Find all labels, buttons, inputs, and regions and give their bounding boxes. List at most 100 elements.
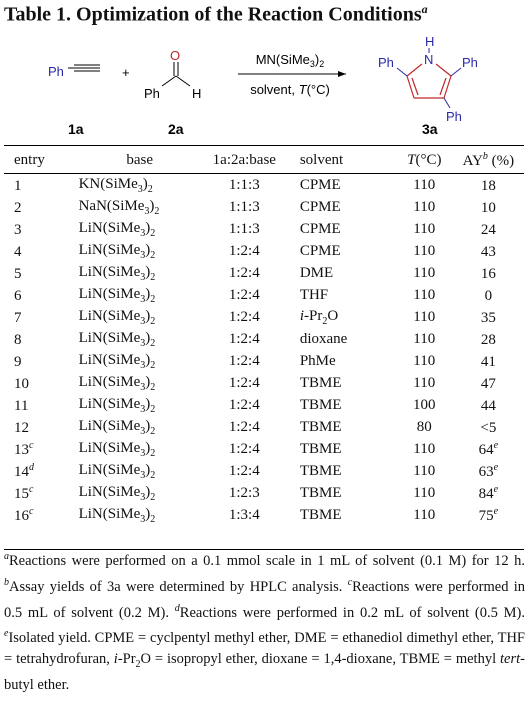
table-top-rule (4, 145, 524, 146)
cell-entry: 12 (14, 419, 29, 436)
header-solvent: solvent (299, 151, 344, 168)
optimization-table: entry base 1a:2a:base solvent T(°C) AYb … (4, 146, 524, 526)
cell-assay-yield: 18 (480, 177, 496, 194)
cell-solvent: TBME (299, 418, 342, 435)
table-row: 15c LiN(SiMe3)2 1:2:3 TBME 110 84e (4, 482, 524, 504)
compound-label-2a: 2a (168, 121, 184, 137)
cell-solvent: DME (299, 264, 334, 281)
product-3a: H N Ph Ph Ph 3a (378, 34, 478, 137)
cell-assay-yield: 41 (480, 353, 496, 370)
cell-entry: 11 (14, 397, 29, 414)
reactant-1a: Ph 1a (48, 64, 100, 137)
table-row: 5 LiN(SiMe3)2 1:2:4 DME 110 16 (4, 262, 524, 284)
cell-solvent: i-Pr2O (299, 307, 339, 327)
reactant-2a: O Ph H 2a (144, 48, 201, 137)
cell-entry: 15c (14, 483, 34, 502)
cell-base: LiN(SiMe3)2 (78, 307, 156, 327)
cell-ratio: 1:2:4 (228, 330, 260, 347)
cell-solvent: CPME (299, 242, 341, 259)
cell-entry: 2 (14, 199, 22, 216)
cell-temperature: 110 (413, 330, 436, 347)
cell-base: KN(SiMe3)2 (78, 175, 153, 195)
cell-ratio: 1:2:4 (228, 396, 260, 413)
header-row: entry base 1a:2a:base solvent T(°C) AYb … (4, 146, 524, 174)
cell-solvent: TBME (299, 374, 342, 391)
cell-solvent: dioxane (299, 330, 348, 347)
cell-temperature: 110 (413, 264, 436, 281)
phenyl-label: Ph (462, 55, 478, 70)
table-row: 6 LiN(SiMe3)2 1:2:4 THF 110 0 (4, 284, 524, 306)
header-ratio: 1a:2a:base (212, 151, 276, 168)
cell-solvent: TBME (299, 506, 342, 523)
cell-entry: 7 (14, 309, 22, 326)
cell-entry: 5 (14, 265, 22, 282)
cell-base: LiN(SiMe3)2 (78, 483, 156, 503)
cell-assay-yield: 28 (480, 331, 496, 348)
cell-ratio: 1:2:4 (228, 374, 260, 391)
cell-base: LiN(SiMe3)2 (78, 373, 156, 393)
cell-base: LiN(SiMe3)2 (78, 439, 156, 459)
cell-solvent: TBME (299, 462, 342, 479)
cell-assay-yield: 16 (480, 265, 496, 282)
cell-assay-yield: 84e (478, 483, 499, 502)
reagent-label: MN(SiMe3)2 (256, 52, 325, 69)
table-row: 4 LiN(SiMe3)2 1:2:4 CPME 110 43 (4, 240, 524, 262)
header-base: base (126, 151, 154, 168)
cell-assay-yield: 63e (478, 461, 499, 480)
cell-temperature: 110 (413, 308, 436, 325)
cell-entry: 9 (14, 353, 22, 370)
cell-temperature: 110 (413, 352, 436, 369)
cell-base: LiN(SiMe3)2 (78, 285, 156, 305)
oxygen-label: O (170, 48, 180, 63)
cell-entry: 13c (14, 439, 34, 458)
cell-ratio: 1:2:4 (228, 242, 260, 259)
plus-sign: + (122, 65, 130, 80)
cell-temperature: 110 (413, 374, 436, 391)
table-row: 11 LiN(SiMe3)2 1:2:4 TBME 100 44 (4, 394, 524, 416)
nitrogen-label: N (424, 52, 433, 67)
cell-base: LiN(SiMe3)2 (78, 263, 156, 283)
cell-entry: 1 (14, 177, 22, 194)
phenyl-label: Ph (446, 109, 462, 124)
cell-entry: 8 (14, 331, 22, 348)
phenyl-label: Ph (48, 64, 64, 79)
cell-temperature: 110 (413, 242, 436, 259)
header-entry: entry (14, 151, 45, 168)
cell-ratio: 1:2:4 (228, 462, 260, 479)
cell-entry: 10 (14, 375, 29, 392)
cell-entry: 16c (14, 505, 34, 524)
table-row: 3 LiN(SiMe3)2 1:1:3 CPME 110 24 (4, 218, 524, 240)
cell-solvent: TBME (299, 484, 342, 501)
cell-assay-yield: 43 (480, 243, 496, 260)
table-row: 16c LiN(SiMe3)2 1:3:4 TBME 110 75e (4, 504, 524, 526)
cell-base: LiN(SiMe3)2 (78, 417, 156, 437)
cell-solvent: TBME (299, 440, 342, 457)
footnote-a: aReactions were performed on a 0.1 mmol … (4, 551, 526, 694)
compound-label-1a: 1a (68, 121, 84, 137)
cell-temperature: 110 (413, 440, 436, 457)
cell-solvent: CPME (299, 198, 341, 215)
cell-assay-yield: 47 (480, 375, 496, 392)
cell-solvent: CPME (299, 176, 341, 193)
table-row: 1 KN(SiMe3)2 1:1:3 CPME 110 18 (4, 174, 524, 196)
phenyl-label: Ph (378, 55, 394, 70)
cell-ratio: 1:2:4 (228, 418, 260, 435)
cell-entry: 14d (14, 461, 34, 480)
header-temperature: T(°C) (407, 151, 442, 168)
cell-temperature: 80 (416, 418, 432, 435)
cell-base: LiN(SiMe3)2 (78, 219, 156, 239)
cell-ratio: 1:1:3 (228, 176, 260, 193)
hydrogen-label: H (192, 86, 201, 101)
cell-ratio: 1:2:4 (228, 286, 260, 303)
cell-assay-yield: 64e (478, 439, 499, 458)
cell-ratio: 1:1:3 (228, 220, 260, 237)
cell-assay-yield: 35 (480, 309, 496, 326)
table-row: 10 LiN(SiMe3)2 1:2:4 TBME 110 47 (4, 372, 524, 394)
cell-entry: 3 (14, 221, 22, 238)
cell-ratio: 1:2:4 (228, 440, 260, 457)
cell-assay-yield: <5 (480, 419, 497, 436)
cell-base: LiN(SiMe3)2 (78, 395, 156, 415)
cell-base: LiN(SiMe3)2 (78, 329, 156, 349)
cell-assay-yield: 10 (480, 199, 496, 216)
cell-ratio: 1:1:3 (228, 198, 260, 215)
